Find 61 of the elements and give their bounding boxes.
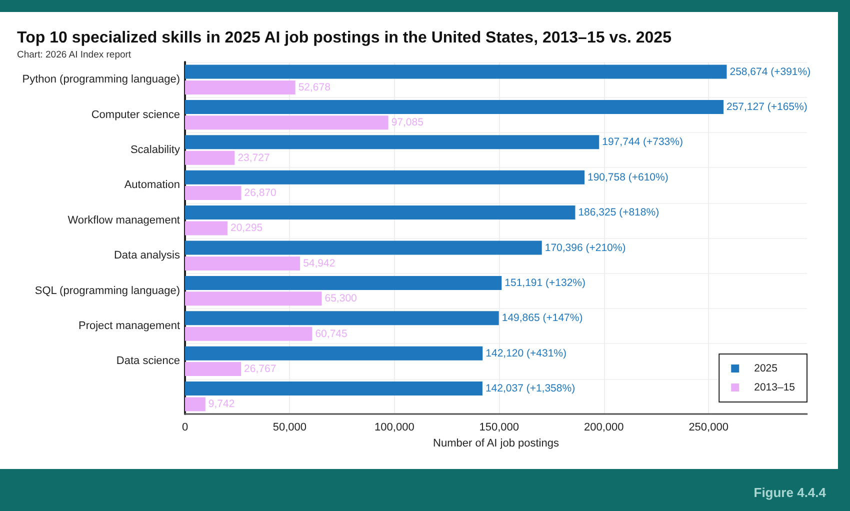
y-tick-label: Workflow management xyxy=(68,214,180,226)
x-tick-label: 100,000 xyxy=(374,422,414,434)
x-axis-title: Number of AI job postings xyxy=(433,438,560,450)
bar xyxy=(185,397,206,412)
data-label: 190,758 (+610%) xyxy=(588,171,668,184)
data-label: 54,942 xyxy=(303,257,336,270)
chart-title: Top 10 specialized skills in 2025 AI job postings in the United States, 2013–15 vs. 2025 xyxy=(17,30,672,46)
x-tick-label: 0 xyxy=(182,422,188,434)
data-label: 52,678 xyxy=(298,81,331,94)
data-label: 60,745 xyxy=(315,328,348,340)
text: Chart: 2026 AI Index report xyxy=(17,50,132,60)
bar xyxy=(185,100,724,114)
bar xyxy=(185,362,242,376)
y-tick-label: Python (programming language) xyxy=(22,74,180,86)
y-tick-label: Scalability xyxy=(130,144,180,156)
bar xyxy=(185,64,727,79)
data-label: 97,085 xyxy=(391,116,424,129)
y-tick-label: Computer science xyxy=(91,108,180,121)
bar xyxy=(185,346,483,360)
x-tick-label: 250,000 xyxy=(688,422,728,434)
data-label: 23,727 xyxy=(238,152,270,164)
bar xyxy=(185,116,388,130)
bar xyxy=(185,276,502,290)
data-label: 186,325 (+818%) xyxy=(578,206,660,219)
data-label: 197,744 (+733%) xyxy=(602,136,683,148)
y-tick-label: Automation xyxy=(124,179,180,192)
y-tick-label: Project management xyxy=(78,320,180,332)
data-label: 142,120 (+431%) xyxy=(486,347,566,360)
bar xyxy=(185,135,600,150)
legend-label: 2025 xyxy=(754,362,778,374)
bar xyxy=(185,311,499,326)
bar xyxy=(185,150,235,165)
data-label: 257,127 (+165%) xyxy=(726,100,808,113)
y-tick-label: Data science xyxy=(116,355,180,368)
bar xyxy=(185,221,228,236)
data-label: 26,767 xyxy=(244,363,276,376)
caption: Figure 4.4.4 xyxy=(754,485,827,500)
bar xyxy=(185,326,312,341)
data-label: 258,674 (+391%) xyxy=(730,66,811,78)
x-tick-label: 50,000 xyxy=(272,422,307,434)
data-label: 149,865 (+147%) xyxy=(502,312,583,324)
data-label: 142,037 (+1,358%) xyxy=(485,382,576,395)
x-tick-label: 150,000 xyxy=(479,422,520,434)
data-label: 65,300 xyxy=(324,292,358,305)
bar xyxy=(185,256,300,270)
bar xyxy=(185,186,242,200)
x-tick-label: 200,000 xyxy=(584,422,624,434)
data-label: 170,396 (+210%) xyxy=(544,242,626,254)
y-tick-label: SQL (programming language) xyxy=(34,284,180,297)
data-label: 9,742 xyxy=(208,398,235,410)
legend-label: 2013–15 xyxy=(754,382,796,394)
bar xyxy=(185,170,584,184)
data-label: 151,191 (+132%) xyxy=(504,276,586,289)
bar xyxy=(185,80,296,94)
data-label: 26,870 xyxy=(244,187,277,200)
y-tick-label: Data analysis xyxy=(114,250,180,262)
data-label: 20,295 xyxy=(230,222,263,234)
bar xyxy=(185,292,322,306)
bar xyxy=(185,240,542,255)
bar xyxy=(185,206,576,220)
bar xyxy=(185,382,482,396)
